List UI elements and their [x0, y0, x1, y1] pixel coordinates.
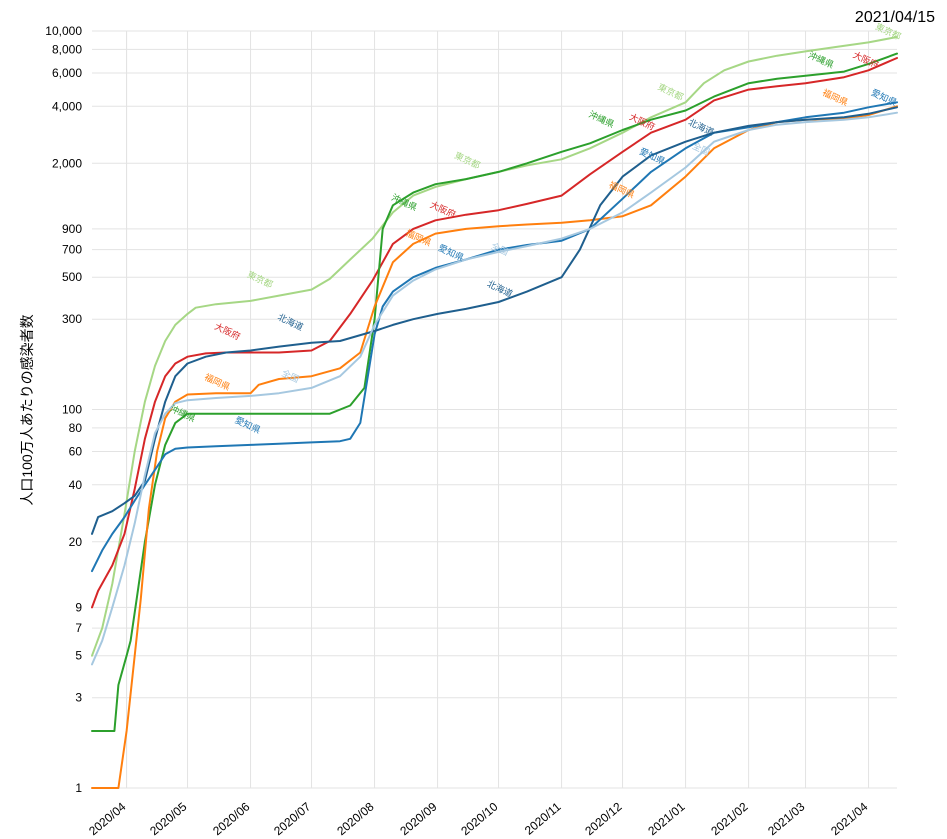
series-annotation: 福岡県 [404, 227, 434, 249]
series-annotation: 大阪府 [213, 320, 243, 342]
x-tick-label: 2020/07 [271, 799, 313, 838]
series-annotation: 大阪府 [428, 199, 458, 221]
series-annotation: 福岡県 [607, 179, 637, 201]
series-annotation: 愛知県 [436, 242, 466, 264]
series-annotation: 福岡県 [202, 371, 232, 393]
series-annotation: 北海道 [485, 278, 515, 300]
series-line [91, 111, 898, 666]
y-tick-label: 500 [62, 270, 82, 284]
y-tick-label: 1 [75, 781, 82, 795]
series-annotation: 北海道 [276, 311, 306, 333]
series-annotation: 東京都 [245, 268, 275, 290]
x-tick-label: 2021/03 [765, 799, 807, 838]
series-line [91, 105, 898, 789]
x-tick-label: 2021/01 [645, 799, 687, 838]
y-tick-label: 60 [69, 444, 83, 458]
x-tick-label: 2020/04 [86, 799, 128, 838]
y-tick-label: 20 [69, 535, 83, 549]
series-annotation: 沖縄県 [168, 402, 198, 424]
series-annotation: 全国 [280, 367, 301, 385]
y-tick-label: 3 [75, 691, 82, 705]
series-annotation: 愛知県 [638, 145, 668, 167]
y-tick-label: 100 [62, 403, 82, 417]
x-tick-label: 2020/06 [210, 799, 252, 838]
series-line [91, 57, 898, 609]
y-tick-label: 80 [69, 421, 83, 435]
series-annotation: 北海道 [686, 116, 716, 138]
x-axis: 2020/04 2020/05 2020/06 2020/07 2020/08 2020/… [86, 799, 870, 838]
y-tick-label: 300 [62, 312, 82, 326]
series-line [91, 106, 898, 535]
x-tick-label: 2021/04 [828, 799, 870, 838]
y-axis-title: 人口100万人あたりの感染者数 [19, 314, 35, 505]
series-annotation: 全国 [489, 240, 510, 258]
y-tick-label: 10,000 [45, 24, 82, 38]
series-annotation: 東京都 [453, 149, 483, 171]
series-lines [91, 36, 898, 789]
series-annotation: 愛知県 [233, 414, 263, 436]
series-annotation: 全国 [690, 140, 711, 158]
series-annotation: 東京都 [656, 81, 686, 103]
x-tick-label: 2020/10 [458, 799, 500, 838]
x-tick-label: 2020/08 [334, 799, 376, 838]
x-tick-label: 2020/11 [522, 799, 564, 837]
x-tick-label: 2020/05 [147, 799, 189, 838]
y-tick-label: 5 [75, 649, 82, 663]
x-tick-label: 2021/02 [708, 799, 750, 838]
x-tick-label: 2020/12 [582, 799, 624, 838]
chart-grid [92, 30, 897, 789]
y-tick-label: 6,000 [52, 66, 82, 80]
y-tick-label: 7 [75, 621, 82, 635]
series-annotation: 福岡県 [820, 87, 850, 109]
current-date-label: 2021/04/15 [855, 9, 935, 26]
y-tick-label: 900 [62, 222, 82, 236]
series-annotation: 沖縄県 [587, 108, 617, 130]
y-tick-label: 9 [75, 600, 82, 614]
series-annotation: 沖縄県 [806, 49, 836, 71]
series-annotation: 大阪府 [627, 111, 657, 133]
y-tick-label: 2,000 [52, 156, 82, 170]
y-axis: 1 3 5 7 9 20 40 60 80 100 300 500 700 900 2,000 4,000 6,… [45, 24, 82, 795]
y-tick-label: 40 [69, 478, 83, 492]
y-tick-label: 700 [62, 243, 82, 257]
y-tick-label: 4,000 [52, 99, 82, 113]
series-line [91, 36, 898, 657]
series-line [91, 52, 898, 732]
y-tick-label: 8,000 [52, 42, 82, 56]
x-tick-label: 2020/09 [397, 799, 439, 838]
